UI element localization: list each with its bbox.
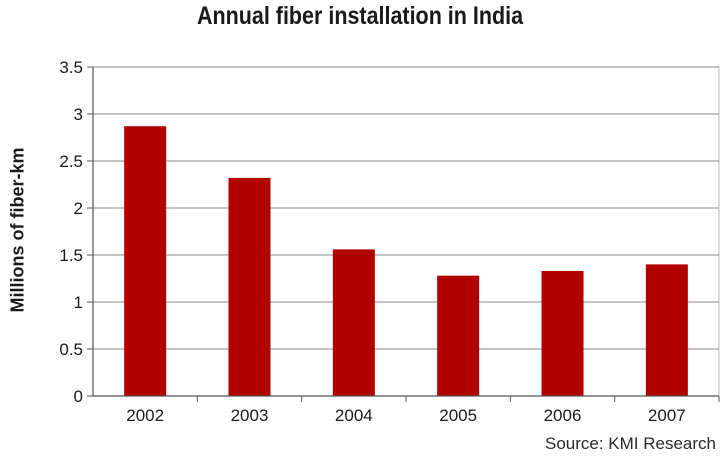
y-ticks: 0 0.5 1 1.5 2 2.5 3 3.5 — [59, 58, 93, 406]
y-tick-label: 3 — [74, 105, 83, 124]
bars — [124, 126, 688, 396]
y-tick-label: 2.5 — [59, 152, 83, 171]
x-tick-label-2005: 2005 — [439, 406, 477, 425]
source-note: Source: KMI Research — [544, 434, 716, 453]
x-tick-label-2003: 2003 — [231, 406, 269, 425]
gridlines — [93, 66, 719, 350]
bar-2006 — [541, 270, 584, 396]
y-tick-label: 2 — [74, 199, 83, 218]
x-tick-label-2004: 2004 — [335, 406, 373, 425]
bar-2004 — [332, 249, 375, 396]
bar-2005 — [437, 275, 480, 396]
y-tick-label: 0 — [74, 387, 83, 406]
bar-2007 — [645, 264, 688, 396]
x-tick-label-2006: 2006 — [544, 406, 582, 425]
bar-2002 — [124, 126, 167, 396]
chart-title: Annual fiber installation in India — [196, 2, 524, 30]
x-tick-label-2002: 2002 — [126, 406, 164, 425]
y-tick-label: 0.5 — [59, 340, 83, 359]
bar-2003 — [228, 177, 271, 396]
y-tick-label: 1 — [74, 293, 83, 312]
y-tick-label: 3.5 — [59, 58, 83, 77]
x-tick-label-2007: 2007 — [648, 406, 686, 425]
plot-area — [92, 66, 720, 397]
x-ticks: 2002 2003 2004 2005 2006 2007 — [126, 396, 720, 425]
y-tick-label: 1.5 — [59, 246, 83, 265]
